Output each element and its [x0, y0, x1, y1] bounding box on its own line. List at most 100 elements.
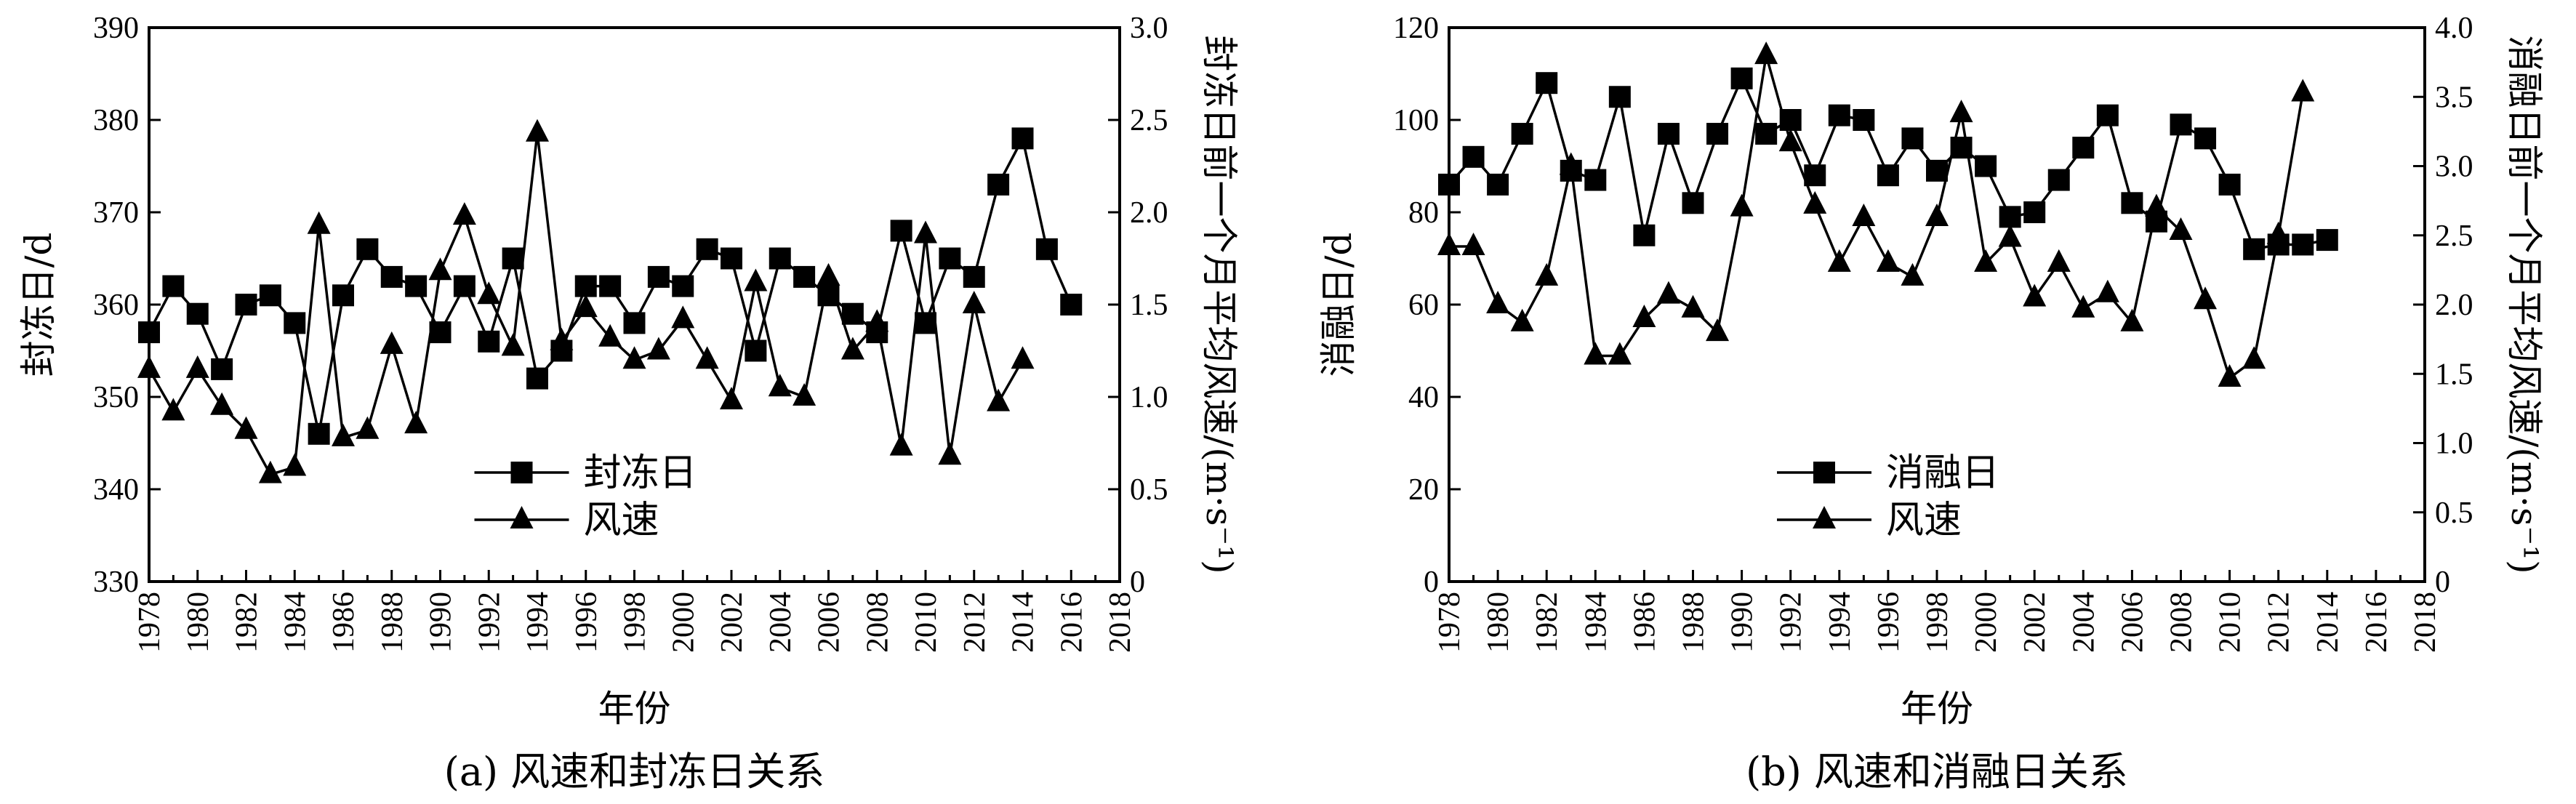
square-marker: [526, 367, 548, 390]
square-marker: [1755, 123, 1778, 145]
triangle-marker: [2242, 346, 2266, 369]
triangle-marker: [161, 398, 185, 421]
square-marker: [987, 173, 1010, 196]
series-right: [1437, 41, 2315, 387]
square-marker: [672, 275, 694, 297]
x-tick-label: 2004: [764, 592, 798, 653]
square-marker: [2121, 192, 2143, 214]
triangle-marker: [889, 433, 913, 456]
triangle-marker: [1486, 291, 1510, 313]
x-tick-label: 2014: [1007, 592, 1040, 653]
triangle-marker: [1510, 308, 1534, 331]
square-marker: [1926, 159, 1948, 182]
x-axis-label: 年份: [598, 688, 671, 730]
y-tick-label: 40: [1408, 381, 1439, 414]
square-marker: [599, 275, 622, 297]
x-axis-label: 年份: [1901, 688, 1973, 730]
triangle-marker: [1803, 190, 1827, 214]
x-tick-label: 1990: [1726, 592, 1760, 653]
triangle-marker: [598, 323, 622, 347]
square-marker: [769, 247, 791, 270]
legend-label: 封冻日: [584, 451, 697, 495]
y-tick-label: 60: [1408, 289, 1439, 322]
x-tick-label: 2012: [958, 592, 992, 653]
triangle-marker: [2071, 294, 2095, 318]
triangle-marker: [1706, 318, 1730, 342]
triangle-marker: [1559, 152, 1583, 175]
square-marker: [1536, 72, 1558, 95]
x-tick-label: 1986: [1628, 592, 1661, 653]
square-marker: [1853, 109, 1875, 131]
x-tick-label: 1984: [278, 592, 312, 653]
triangle-marker: [1584, 342, 1608, 365]
y-axis-label: 消融日/d: [1317, 233, 1360, 377]
square-marker: [2316, 229, 2338, 252]
series-right: [137, 118, 1035, 483]
triangle-marker: [1901, 262, 1925, 286]
triangle-marker: [380, 331, 404, 354]
x-tick-label: 1982: [230, 592, 264, 653]
square-marker: [308, 422, 330, 445]
triangle-marker: [1876, 249, 1900, 272]
square-marker: [1828, 104, 1850, 126]
square-marker: [405, 275, 428, 297]
triangle-marker: [1681, 294, 1705, 318]
triangle-marker: [1608, 342, 1632, 365]
square-marker: [1682, 192, 1704, 214]
triangle-marker: [671, 305, 695, 329]
square-marker: [2023, 201, 2046, 223]
chart-b: 0 20 40 60 80 100 120 0 0.5 1.0 1.5 2.0 2.5 3.0 3.5 4.0…: [1317, 12, 2545, 795]
triangle-marker: [1974, 249, 1998, 272]
x-tick-label: 1980: [182, 592, 215, 653]
y2-tick-label: 3.0: [1130, 12, 1168, 45]
square-marker: [1877, 164, 1899, 187]
triangle-marker: [2194, 286, 2218, 310]
triangle-marker: [185, 355, 209, 378]
triangle-marker: [283, 453, 307, 476]
triangle-marker: [1949, 100, 1973, 123]
square-marker: [793, 265, 816, 288]
triangle-marker: [501, 333, 525, 356]
square-marker: [623, 312, 646, 334]
triangle-marker: [1778, 129, 1802, 152]
square-marker: [647, 265, 670, 288]
x-tick-label: 1982: [1530, 592, 1564, 653]
triangle-marker: [1754, 41, 1778, 65]
x-tick-label: 2006: [2116, 592, 2149, 653]
x-tick-label: 2018: [2409, 592, 2442, 653]
triangle-marker: [720, 387, 743, 410]
legend-square-marker: [1813, 462, 1835, 483]
square-marker: [890, 220, 912, 242]
x-tick-label: 1978: [1433, 592, 1466, 653]
square-marker: [478, 330, 500, 353]
square-marker: [963, 265, 985, 288]
triangle-marker: [865, 309, 889, 332]
y2-tick-label: 2.0: [2435, 289, 2473, 322]
square-marker: [939, 247, 961, 270]
square-marker: [1730, 67, 1753, 89]
y2-tick-label: 1.5: [1130, 289, 1168, 322]
triangle-marker: [2144, 193, 2168, 217]
x-tick-label: 1988: [1677, 592, 1711, 653]
x-tick-label: 1992: [473, 592, 506, 653]
x-tick-label: 1980: [1482, 592, 1515, 653]
x-tick-label: 1998: [619, 592, 652, 653]
y2-axis-label: 封冻日前一个月平均风速/(m·s⁻¹): [1198, 35, 1240, 574]
y2-tick-label: 0: [1130, 566, 1145, 599]
legend-label: 消融日: [1886, 451, 1999, 495]
y-tick-label: 20: [1408, 473, 1439, 507]
triangle-marker: [332, 423, 355, 446]
square-marker: [721, 247, 742, 270]
series-line: [1449, 55, 2305, 380]
triangle-marker: [840, 337, 864, 360]
square-marker: [1706, 123, 1729, 145]
y2-tick-label: 0: [2435, 566, 2450, 599]
triangle-marker: [234, 416, 258, 439]
square-marker: [259, 284, 281, 307]
triangle-marker: [2120, 308, 2144, 331]
x-tick-label: 1994: [1823, 592, 1857, 653]
square-marker: [2096, 104, 2119, 126]
triangle-marker: [428, 257, 452, 281]
triangle-marker: [1011, 346, 1035, 369]
